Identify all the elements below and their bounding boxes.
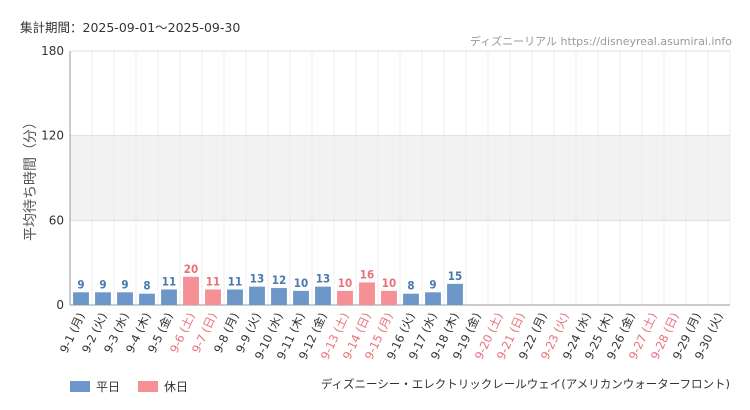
y-axis-title: 平均待ち時間（分） xyxy=(23,115,39,241)
bar-value-label: 9 xyxy=(429,277,436,291)
bar-value-label: 11 xyxy=(206,274,220,288)
bar xyxy=(403,293,419,305)
bar xyxy=(183,276,199,305)
bar-value-label: 9 xyxy=(99,277,106,291)
bar-value-label: 16 xyxy=(360,267,374,281)
y-tick-label: 180 xyxy=(41,44,64,58)
bar xyxy=(95,292,111,305)
bar-value-label: 13 xyxy=(250,272,264,286)
legend-item-weekday: 平日 xyxy=(70,378,120,395)
bar xyxy=(139,293,155,305)
legend-swatch-weekday xyxy=(70,381,90,392)
bar-value-label: 20 xyxy=(184,262,198,276)
bar xyxy=(271,288,287,305)
bar-value-label: 10 xyxy=(382,276,396,290)
y-tick-label: 120 xyxy=(41,129,64,143)
period-label: 集計期間：2025-09-01〜2025-09-30 xyxy=(20,20,241,35)
bar xyxy=(425,292,441,305)
legend-label-weekday: 平日 xyxy=(96,380,121,394)
bar-value-label: 13 xyxy=(316,272,330,286)
bar xyxy=(337,290,353,305)
legend-item-holiday: 休日 xyxy=(138,378,188,395)
bar-value-label: 10 xyxy=(294,276,308,290)
bar xyxy=(227,289,243,305)
bar xyxy=(205,289,221,305)
bar-value-label: 11 xyxy=(228,274,242,288)
bar xyxy=(359,282,375,305)
legend-swatch-holiday xyxy=(138,381,159,392)
bar xyxy=(117,292,133,305)
bar-value-label: 8 xyxy=(143,279,150,293)
bar-value-label: 10 xyxy=(338,276,352,290)
bar-value-label: 9 xyxy=(121,277,128,291)
bar xyxy=(381,290,397,305)
legend: 平日 休日 xyxy=(70,378,188,395)
bar xyxy=(249,286,265,305)
bar xyxy=(161,289,177,305)
bar-value-label: 15 xyxy=(448,269,462,283)
y-tick-label: 60 xyxy=(49,213,64,227)
bar-value-label: 9 xyxy=(77,277,84,291)
y-tick-label: 0 xyxy=(56,298,64,312)
bar xyxy=(447,283,463,305)
site-credit: ディズニーリアル https://disneyreal.asumirai.inf… xyxy=(469,35,732,48)
bar-value-label: 8 xyxy=(407,279,414,293)
legend-label-holiday: 休日 xyxy=(164,380,189,394)
bar-value-label: 12 xyxy=(272,273,286,287)
bar xyxy=(315,286,331,305)
bar xyxy=(293,290,309,305)
bar xyxy=(73,292,89,305)
attraction-name: ディズニーシー・エレクトリックレールウェイ(アメリカンウォーターフロント) xyxy=(320,377,730,391)
bar-value-label: 11 xyxy=(162,274,176,288)
